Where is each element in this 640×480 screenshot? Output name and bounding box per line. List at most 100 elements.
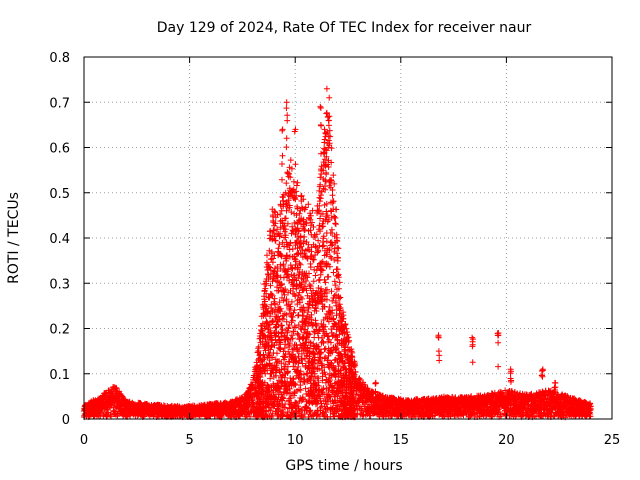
data-point — [305, 201, 312, 208]
data-point — [291, 220, 298, 226]
data-point — [303, 278, 310, 284]
data-point — [290, 328, 297, 335]
data-point — [313, 300, 320, 306]
data-point — [304, 370, 311, 377]
data-point — [271, 295, 278, 302]
data-point — [284, 220, 291, 227]
data-point — [274, 268, 281, 274]
data-point — [284, 201, 290, 208]
data-points — [80, 85, 594, 421]
data-point — [312, 243, 319, 250]
data-point — [320, 167, 327, 174]
data-point — [298, 192, 305, 199]
data-point — [306, 270, 312, 277]
data-point — [307, 264, 314, 271]
data-point — [288, 298, 295, 305]
data-point — [313, 308, 320, 314]
data-point — [303, 404, 310, 411]
data-point — [308, 373, 315, 379]
data-point — [269, 354, 276, 361]
data-point — [269, 317, 276, 324]
data-point — [302, 283, 309, 290]
data-point — [308, 311, 315, 318]
data-point — [316, 198, 323, 205]
data-point — [267, 282, 274, 289]
data-point — [320, 242, 327, 249]
data-point — [298, 375, 305, 381]
data-point — [304, 313, 311, 320]
data-point — [315, 237, 322, 244]
data-point — [248, 381, 255, 388]
data-point — [268, 370, 275, 377]
data-point — [288, 332, 295, 339]
data-point — [310, 256, 317, 263]
data-point — [316, 202, 323, 209]
data-point — [270, 227, 277, 234]
data-point — [291, 392, 297, 399]
data-point — [317, 228, 324, 235]
data-point — [274, 226, 281, 233]
data-point — [265, 263, 272, 270]
data-point — [267, 327, 274, 334]
data-point — [315, 285, 322, 291]
data-point — [290, 178, 297, 185]
data-point — [292, 293, 299, 300]
data-point — [313, 231, 320, 238]
data-point — [273, 321, 280, 328]
data-point — [277, 211, 284, 218]
data-point — [299, 295, 306, 302]
data-point — [280, 297, 287, 304]
data-point — [299, 360, 306, 367]
data-point — [276, 400, 283, 407]
data-point — [282, 286, 289, 293]
data-point — [272, 220, 279, 227]
data-point — [334, 266, 341, 273]
data-point — [300, 395, 306, 402]
data-point — [282, 215, 289, 222]
data-point — [317, 358, 324, 364]
data-point — [283, 180, 290, 187]
data-point — [287, 174, 294, 181]
chart-title: Day 129 of 2024, Rate Of TEC Index for r… — [157, 20, 532, 36]
data-point — [294, 330, 301, 337]
data-point — [301, 411, 308, 417]
data-point — [297, 299, 303, 306]
data-point — [286, 343, 293, 350]
grid — [84, 57, 612, 419]
data-point — [294, 264, 301, 271]
data-point — [281, 374, 288, 381]
data-point — [327, 133, 334, 140]
data-point — [308, 253, 315, 260]
data-point — [301, 307, 308, 314]
data-point — [318, 285, 325, 292]
data-point — [305, 320, 312, 327]
data-point — [287, 395, 294, 401]
data-point — [285, 358, 292, 365]
data-point — [284, 274, 290, 281]
data-point — [319, 258, 326, 265]
data-point — [280, 316, 287, 323]
data-point — [272, 237, 279, 244]
data-point — [307, 408, 314, 414]
data-point — [267, 264, 273, 271]
data-point — [263, 318, 270, 325]
data-point — [332, 220, 339, 227]
data-point — [279, 239, 286, 246]
data-point — [286, 340, 293, 347]
data-point — [305, 241, 312, 248]
data-point — [312, 320, 319, 327]
data-point — [289, 317, 296, 324]
data-point — [315, 247, 322, 254]
data-point — [285, 266, 292, 273]
data-point — [291, 307, 298, 314]
data-point — [287, 157, 294, 164]
data-point — [304, 274, 311, 281]
data-point — [316, 222, 323, 229]
data-point — [318, 349, 325, 356]
data-point — [287, 303, 294, 310]
data-point — [285, 336, 292, 343]
data-point — [320, 340, 327, 346]
data-point — [268, 291, 275, 298]
data-point — [329, 192, 336, 199]
data-point — [313, 322, 320, 329]
